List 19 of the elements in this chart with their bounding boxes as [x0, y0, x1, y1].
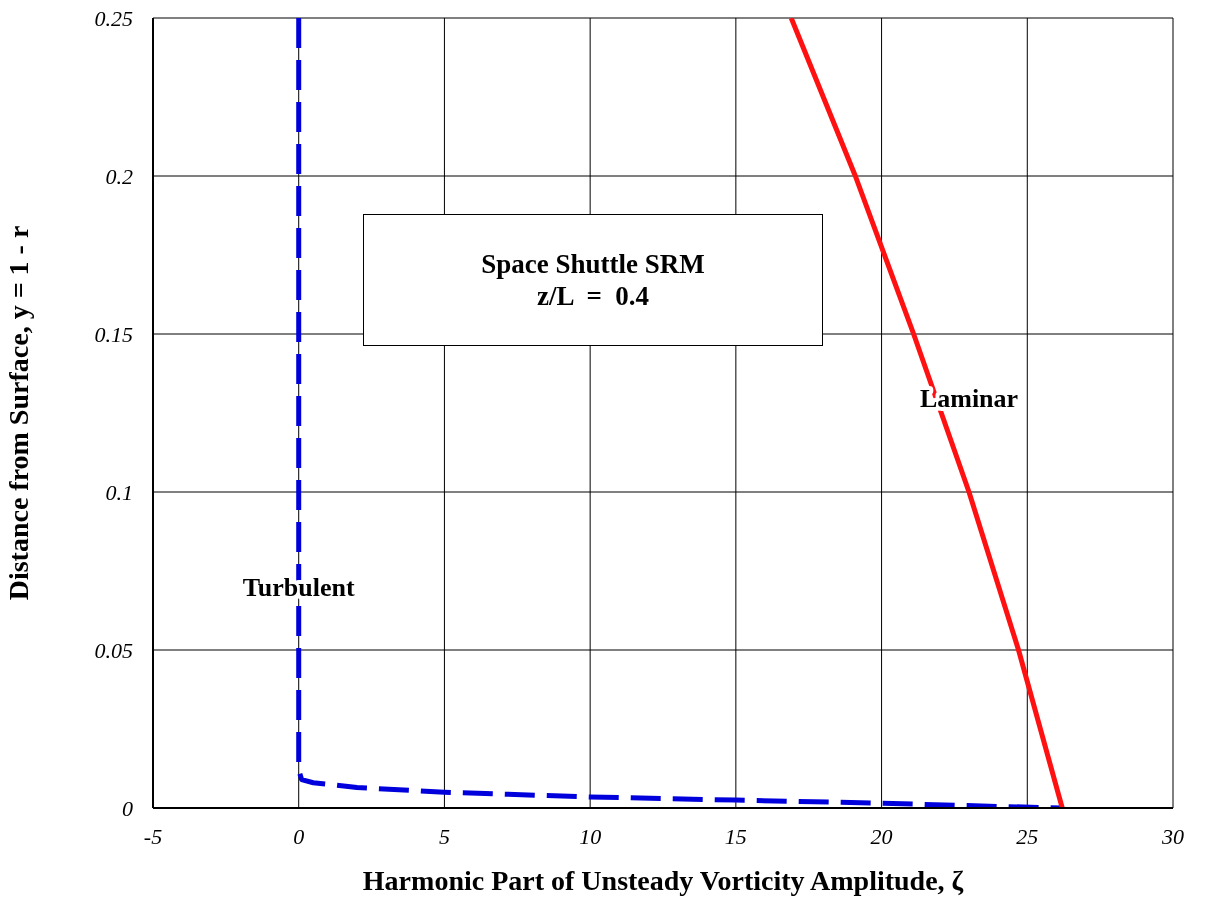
y-tick-label: 0.25 [94, 5, 133, 31]
x-tick-label: 30 [1161, 823, 1184, 849]
y-axis-title: Distance from Surface, y = 1 - r [2, 225, 34, 601]
x-axis-title: Harmonic Part of Unsteady Vorticity Amplitude, ζ [362, 865, 964, 896]
y-tick-label: 0.2 [105, 163, 133, 189]
y-tick-label: 0.05 [94, 637, 133, 663]
x-tick-label: 5 [438, 823, 450, 849]
annotation: Space Shuttle SRM [481, 248, 705, 280]
x-tick-label: 10 [579, 823, 602, 849]
x-tick-label: 20 [870, 823, 893, 849]
y-tick-label: 0.15 [94, 321, 133, 347]
x-tick-label: 0 [293, 823, 305, 849]
x-tick-label: 15 [724, 823, 747, 849]
annotation: z/L = 0.4 [536, 280, 650, 312]
x-tick-label: 25 [1016, 823, 1039, 849]
text-box: Space Shuttle SRM z/L = 0.4 [363, 214, 823, 346]
y-tick-label: 0.1 [105, 479, 133, 505]
y-tick-label: 0 [122, 795, 133, 821]
x-tick-label: -5 [143, 823, 163, 849]
